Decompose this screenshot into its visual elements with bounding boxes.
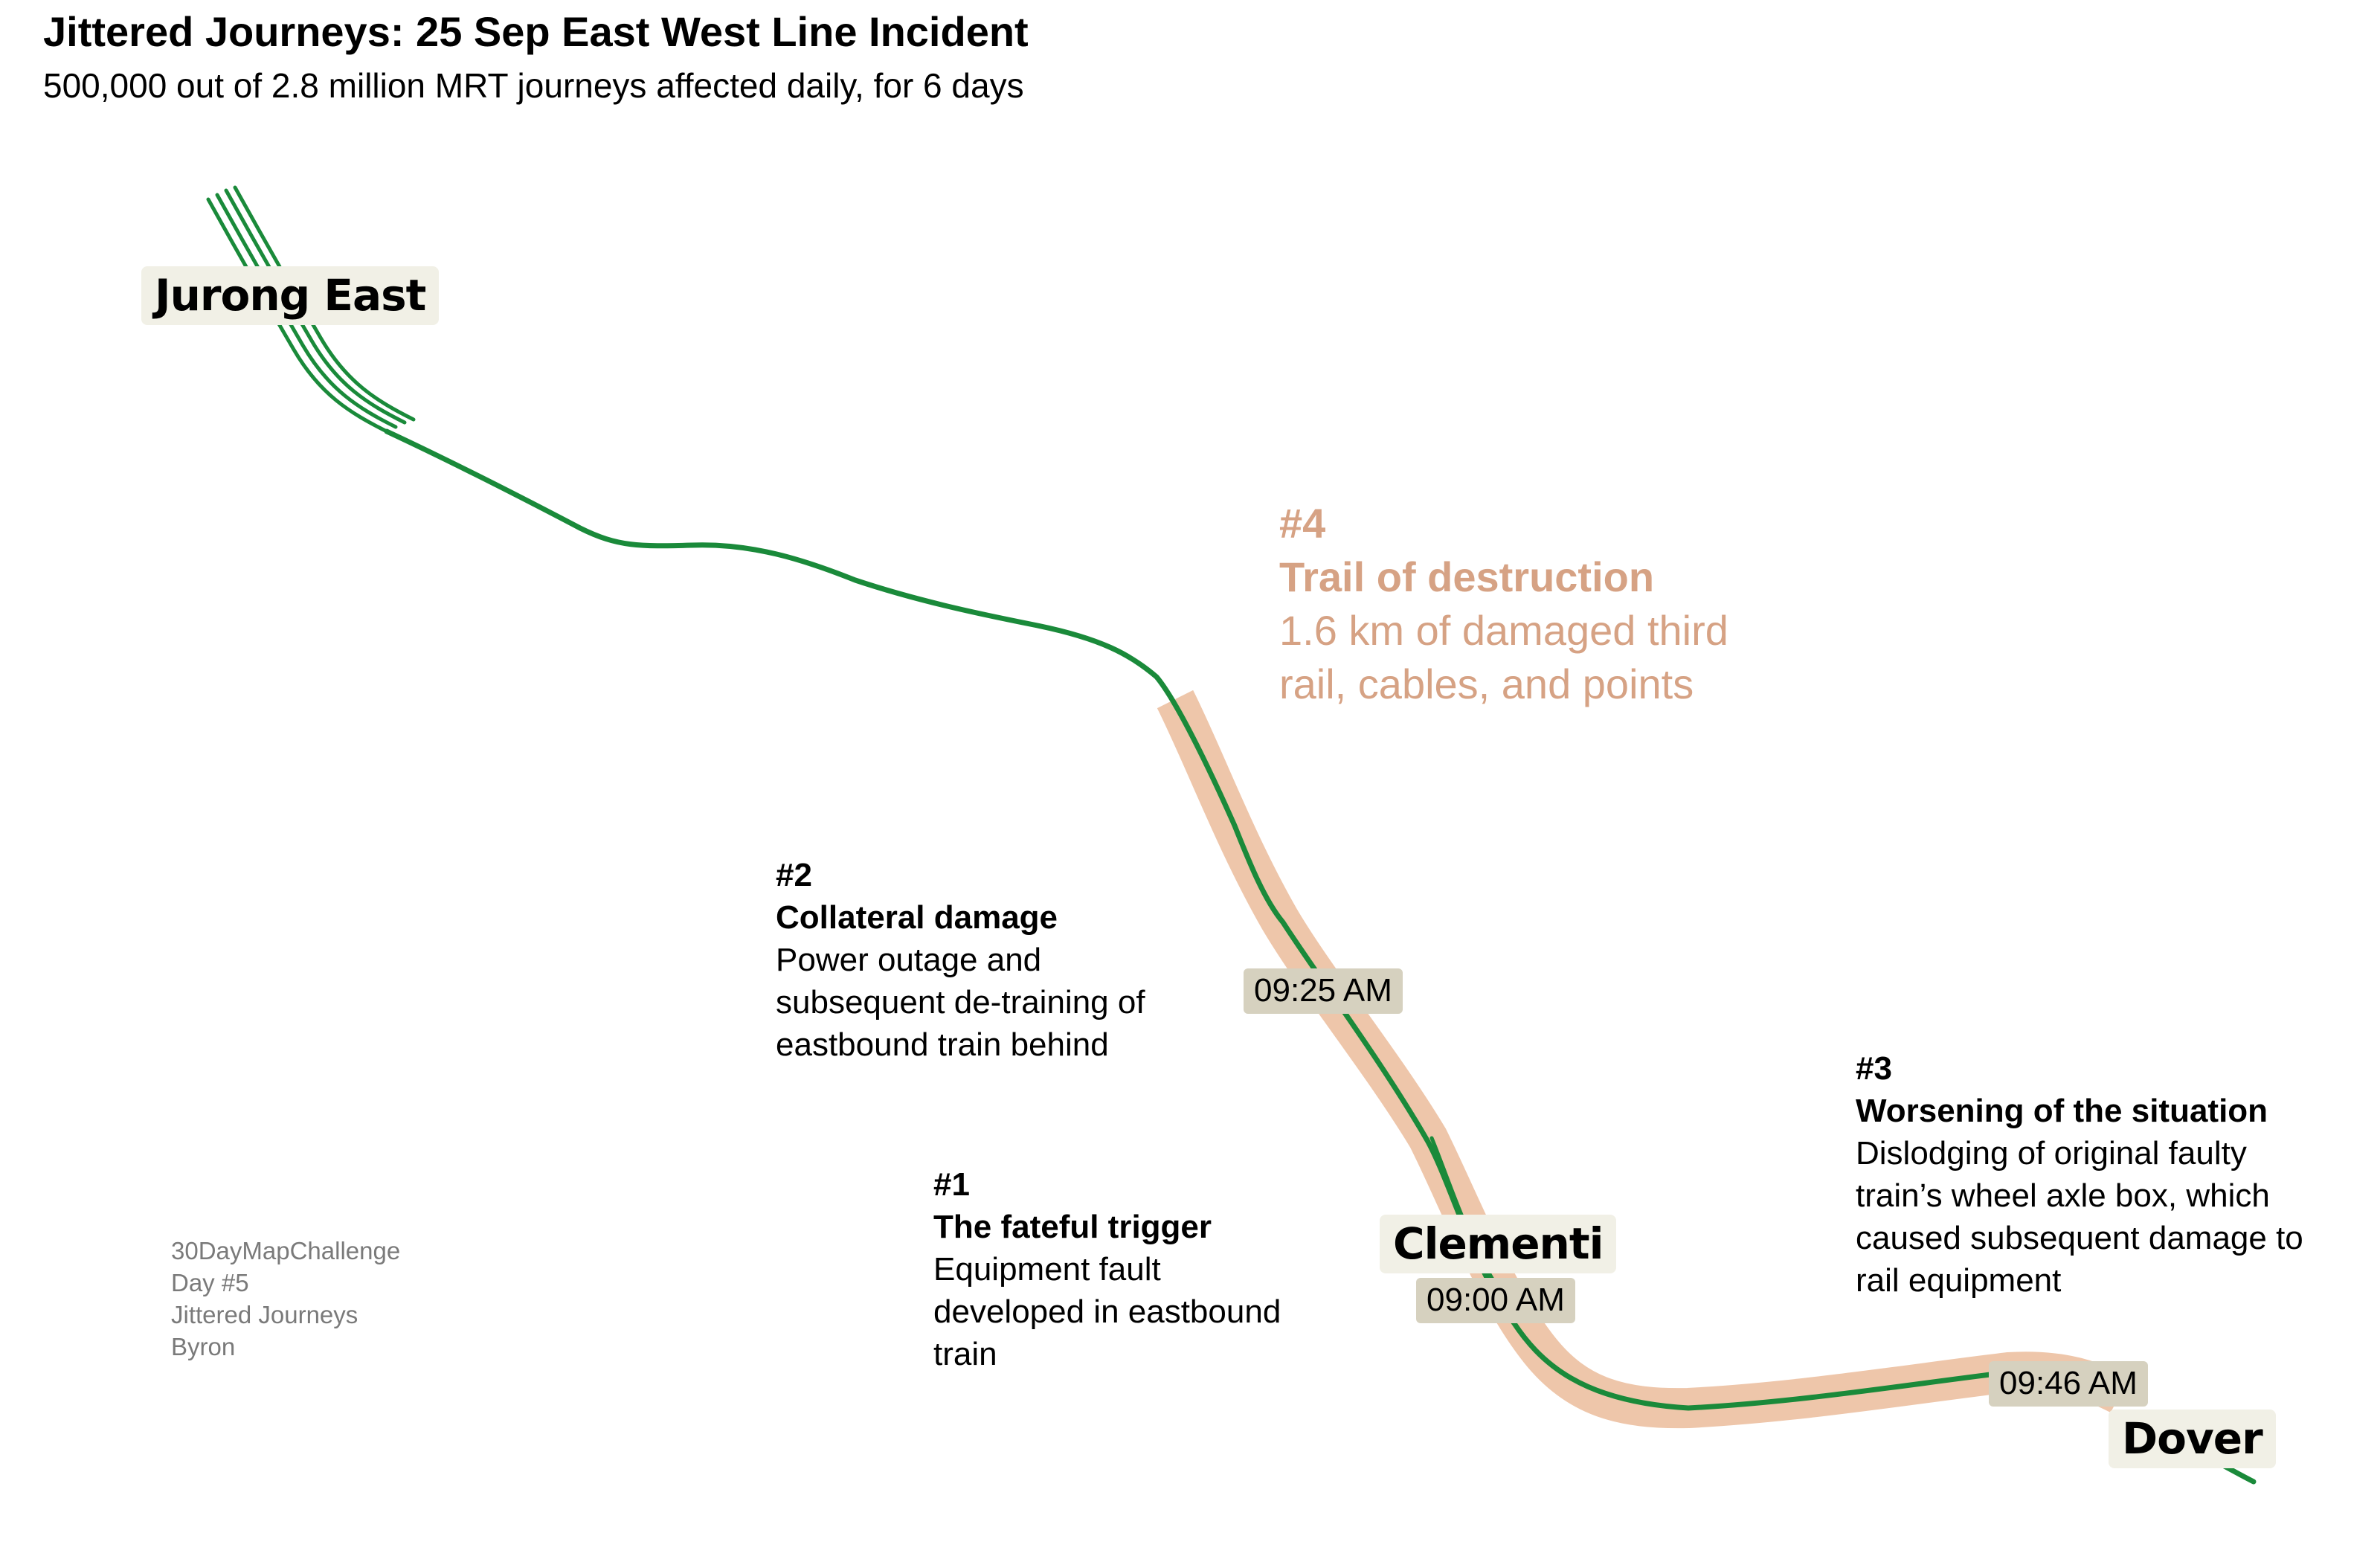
- annotation-3-heading: Worsening of the situation: [1856, 1093, 2268, 1129]
- annotation-1: #1 The fateful trigger Equipment fault d…: [933, 1163, 1281, 1375]
- annotation-4: #4 Trail of destruction 1.6 km of damage…: [1279, 497, 1728, 711]
- annotation-3: #3 Worsening of the situation Dislodging…: [1856, 1047, 2303, 1302]
- credit-line: Byron: [171, 1333, 236, 1360]
- annotation-1-line: train: [933, 1336, 997, 1372]
- annotation-4-number: #4: [1279, 500, 1326, 547]
- annotation-1-number: #1: [933, 1166, 970, 1203]
- annotation-2-line: Power outage and: [776, 942, 1042, 978]
- annotation-2-number: #2: [776, 857, 812, 893]
- station-dover: Dover: [2109, 1410, 2276, 1468]
- annotation-4-line: 1.6 km of damaged third: [1279, 607, 1728, 654]
- station-clementi: Clementi: [1380, 1215, 1617, 1273]
- time-label-0946: 09:46 AM: [1989, 1361, 2148, 1407]
- annotation-1-heading: The fateful trigger: [933, 1209, 1212, 1245]
- credits: 30DayMapChallenge Day #5 Jittered Journe…: [171, 1235, 400, 1363]
- annotation-3-line: caused subsequent damage to: [1856, 1220, 2303, 1256]
- annotation-2-heading: Collateral damage: [776, 899, 1058, 936]
- credit-line: Jittered Journeys: [171, 1301, 358, 1328]
- annotation-3-number: #3: [1856, 1050, 1892, 1087]
- page-title: Jittered Journeys: 25 Sep East West Line…: [43, 8, 1029, 55]
- annotation-2-line: subsequent de-training of: [776, 984, 1145, 1021]
- annotation-2-line: eastbound train behind: [776, 1026, 1109, 1063]
- annotation-3-line: Dislodging of original faulty: [1856, 1135, 2247, 1172]
- credit-line: Day #5: [171, 1269, 249, 1296]
- annotation-3-line: train’s wheel axle box, which: [1856, 1177, 2270, 1214]
- station-jurong-east: Jurong East: [141, 266, 440, 325]
- time-label-0900: 09:00 AM: [1416, 1278, 1575, 1323]
- credit-line: 30DayMapChallenge: [171, 1237, 401, 1264]
- annotation-4-heading: Trail of destruction: [1279, 553, 1655, 600]
- page-subtitle: 500,000 out of 2.8 million MRT journeys …: [43, 66, 1024, 105]
- time-label-0925: 09:25 AM: [1244, 968, 1403, 1014]
- annotation-1-line: Equipment fault: [933, 1251, 1161, 1288]
- annotation-1-line: developed in eastbound: [933, 1293, 1281, 1330]
- annotation-4-line: rail, cables, and points: [1279, 661, 1694, 707]
- annotation-2: #2 Collateral damage Power outage and su…: [776, 854, 1145, 1066]
- annotation-3-line: rail equipment: [1856, 1262, 2062, 1299]
